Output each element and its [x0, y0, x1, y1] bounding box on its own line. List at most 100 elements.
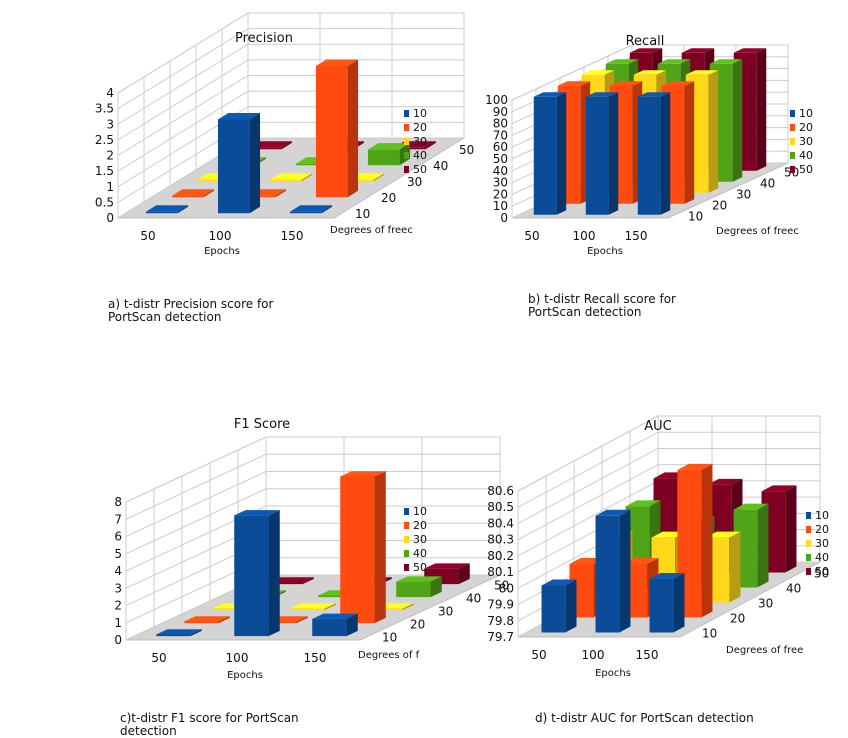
bar-side — [729, 531, 741, 603]
legend-swatch-30 — [790, 138, 795, 145]
chart-panel-precision: 0 0.5 1 1.5 2 2.5 3 3.5 4 50 100 150 10 20 30 40 50 Preci… — [0, 0, 474, 340]
bar-side — [190, 629, 202, 637]
recall-chart: 0102030405060708090100501001501020304050… — [485, 34, 813, 257]
bar-top — [649, 572, 685, 579]
bar-10-150 — [312, 618, 347, 637]
y-tick-label: 79.9 — [487, 598, 514, 612]
bar-top — [217, 113, 261, 120]
legend-swatch-20 — [790, 124, 795, 131]
bar-top — [623, 557, 659, 564]
bar-40-150 — [396, 581, 431, 598]
y-tick-label: 100 — [485, 93, 508, 107]
bar-top — [609, 81, 643, 86]
y-tick-label: 4 — [114, 564, 122, 578]
bar-top — [733, 48, 767, 53]
bar-side — [608, 92, 619, 215]
legend-swatch-40 — [790, 152, 795, 159]
y-tick-label: 2 — [106, 149, 114, 163]
bar-top — [637, 92, 671, 97]
bar-top — [396, 576, 442, 582]
y-tick-label: 80.3 — [487, 533, 514, 547]
y-tick-label: 2.5 — [95, 133, 114, 147]
bar-top — [340, 471, 386, 477]
z-tick-label: 10 — [382, 631, 397, 645]
bar-side — [346, 613, 358, 637]
z-tick-label: 50 — [814, 567, 829, 581]
bar-side — [301, 173, 313, 182]
caption-recall: b) t-distr Recall score for PortScan det… — [528, 292, 676, 319]
legend-swatch-40 — [806, 554, 811, 561]
x-tick-label: 100 — [582, 648, 605, 662]
y-tick-label: 80.4 — [487, 516, 514, 530]
bar-top — [184, 616, 230, 622]
x-tick-label: 100 — [573, 229, 596, 243]
z-tick-label: 40 — [433, 159, 448, 173]
x-axis-label: Epochs — [227, 670, 263, 681]
bar-top — [633, 70, 667, 75]
chart-title: AUC — [644, 419, 672, 434]
bar-side — [701, 463, 713, 618]
bar-side — [347, 59, 359, 198]
x-tick-label: 150 — [625, 229, 648, 243]
bar-side — [458, 563, 470, 585]
bar-side — [218, 616, 230, 624]
z-tick-label: 20 — [381, 191, 396, 205]
bar-10-50 — [145, 211, 178, 214]
z-axis-label: Degrees of freec — [330, 225, 413, 236]
legend-swatch-20 — [404, 124, 409, 131]
y-tick-label: 0 — [106, 211, 114, 225]
y-tick-label: 1.5 — [95, 164, 114, 178]
legend-label-40: 40 — [799, 149, 813, 162]
bar-side — [660, 92, 671, 215]
bar-side — [556, 92, 567, 215]
y-tick-label: 80.6 — [487, 484, 514, 498]
legend-label-30: 30 — [413, 135, 427, 148]
bar-top — [681, 48, 715, 53]
bar-side — [281, 141, 293, 150]
y-tick-label: 0 — [500, 211, 508, 225]
bar-side — [324, 603, 336, 611]
bar-top — [171, 189, 215, 196]
z-axis-label: Degrees of f — [358, 650, 420, 661]
y-tick-label: 7 — [114, 512, 122, 526]
bar-30-100 — [290, 608, 325, 611]
bar-side — [249, 113, 261, 214]
bar-top — [367, 143, 411, 150]
legend-swatch-30 — [404, 138, 409, 145]
bar-side — [708, 70, 719, 193]
legend-label-50: 50 — [815, 565, 829, 578]
x-tick-label: 150 — [304, 651, 327, 665]
legend-swatch-50 — [404, 166, 409, 173]
bar-top — [315, 59, 359, 66]
y-tick-label: 1 — [114, 616, 122, 630]
legend-label-20: 20 — [815, 523, 829, 536]
legend-label-20: 20 — [799, 121, 813, 134]
bar-40-150 — [367, 149, 400, 166]
bar-20-50 — [184, 621, 219, 624]
bar-10-100 — [234, 515, 269, 637]
legend-swatch-20 — [806, 526, 811, 533]
bar-side — [756, 48, 767, 171]
bar-top — [290, 603, 336, 609]
legend-swatch-30 — [404, 536, 409, 543]
bar-top — [585, 92, 619, 97]
bar-10-50 — [156, 634, 191, 637]
z-axis-label: Degrees of freec — [716, 226, 799, 237]
legend-label-40: 40 — [413, 547, 427, 560]
y-tick-label: 4 — [106, 86, 114, 100]
bar-top — [581, 70, 615, 75]
bar-10-50 — [541, 585, 566, 633]
bar-top — [605, 59, 639, 64]
bar-side — [177, 205, 189, 214]
bar-top — [312, 613, 358, 619]
bar-top — [249, 141, 293, 148]
y-tick-label: 80.2 — [487, 549, 514, 563]
x-axis-label: Epochs — [204, 246, 240, 257]
x-tick-label: 100 — [209, 229, 232, 243]
legend-label-10: 10 — [799, 107, 813, 120]
x-tick-label: 50 — [531, 648, 546, 662]
bar-side — [425, 141, 437, 150]
y-tick-label: 30 — [493, 176, 508, 190]
legend-label-10: 10 — [413, 505, 427, 518]
